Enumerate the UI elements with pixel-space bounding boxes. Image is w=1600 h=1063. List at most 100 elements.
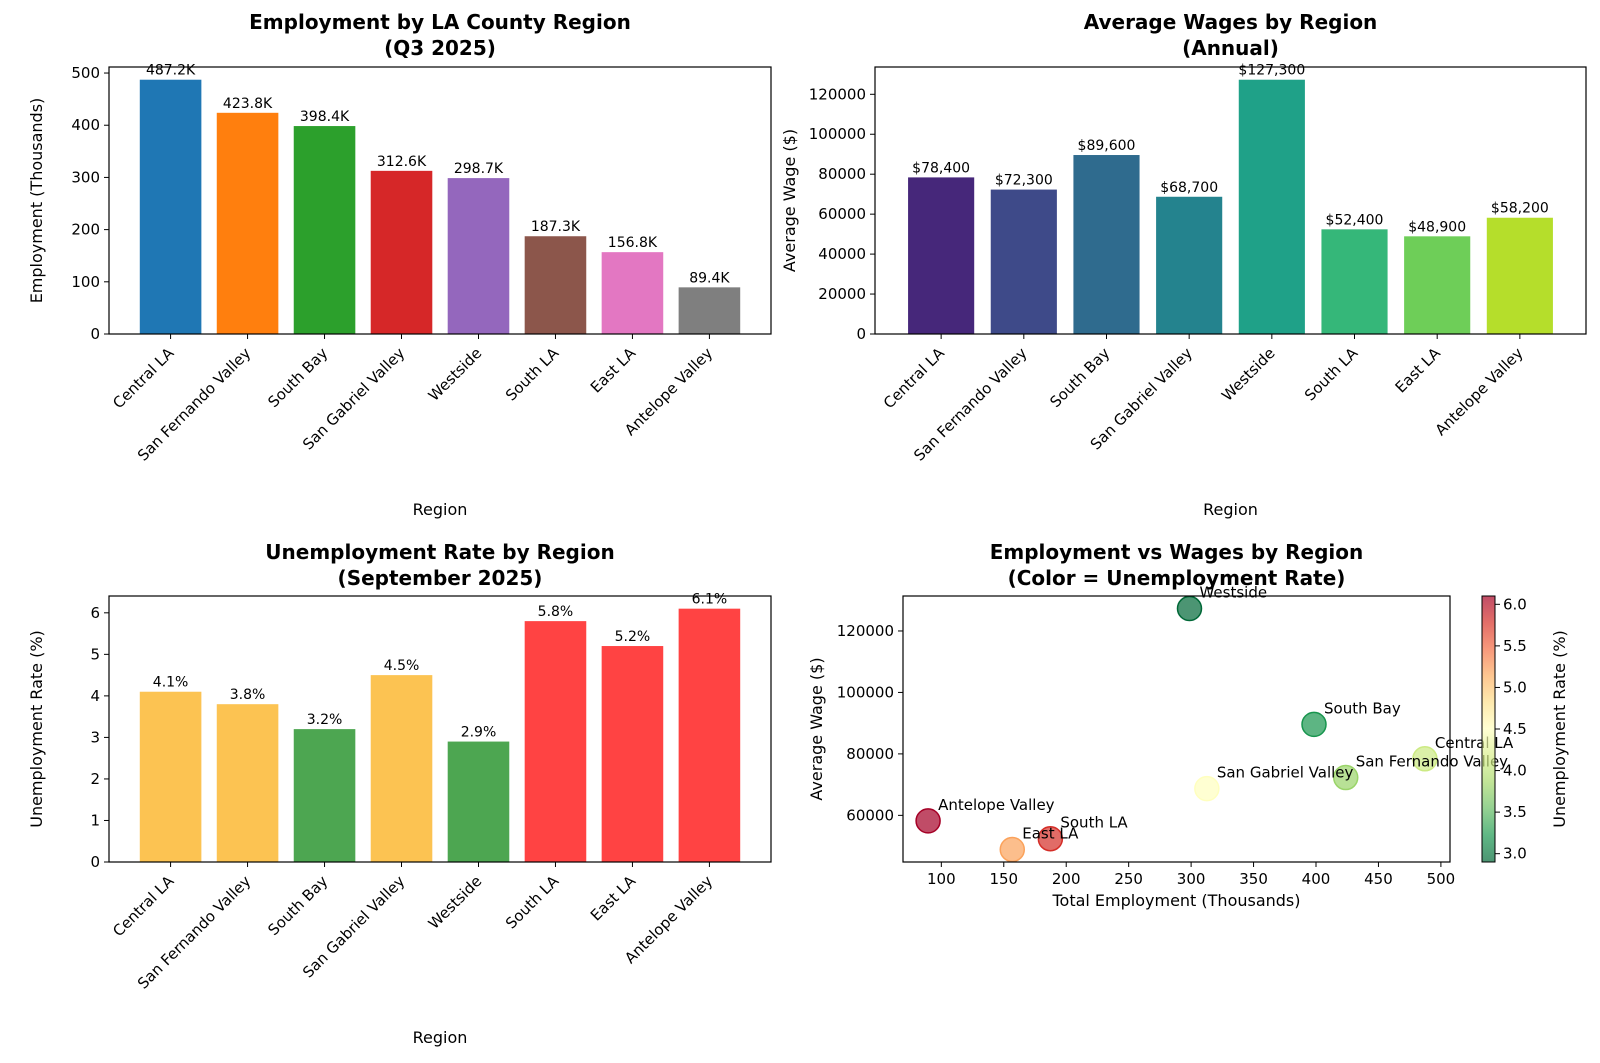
unemployment-y-tick-label: 6 [90, 604, 100, 622]
scatter-x-tick-label: 400 [1302, 870, 1331, 888]
unemployment-title-line-2: (September 2025) [338, 566, 543, 590]
scatter-point [999, 836, 1026, 863]
employment-title-line-1: Employment by LA County Region [249, 10, 631, 34]
scatter-x-tick-label: 300 [1177, 870, 1206, 888]
employment-y-tick-label: 200 [71, 221, 100, 239]
wages-bar [990, 189, 1057, 334]
employment-data-label: 312.6K [377, 154, 427, 170]
scatter-point [1412, 746, 1438, 772]
scatter-x-tick-label: 500 [1427, 870, 1456, 888]
unemployment-data-label: 4.5% [384, 658, 420, 674]
wages-y-tick-label: 100000 [809, 125, 866, 143]
employment-x-axis-label: Region [413, 500, 468, 519]
employment-y-tick-label: 300 [71, 168, 100, 186]
wages-bar [1238, 79, 1305, 334]
employment-data-label: 89.4K [689, 270, 730, 286]
wages-data-label: $72,300 [995, 173, 1053, 189]
scatter-x-tick-label: 100 [927, 870, 956, 888]
wages-data-label: $89,600 [1078, 138, 1136, 154]
scatter-point-label: San Fernando Valley [1356, 753, 1508, 771]
employment-x-tick-label: South LA [502, 344, 563, 405]
wages-title-line-1: Average Wages by Region [1084, 10, 1378, 34]
colorbar-tick-label: 3.5 [1503, 803, 1527, 821]
scatter-x-axis-label: Total Employment (Thousands) [1051, 891, 1300, 910]
employment-y-axis-label: Employment (Thousands) [27, 98, 46, 304]
wages-data-label: $68,700 [1160, 180, 1218, 196]
unemployment-x-tick-label: Central LA [109, 872, 178, 941]
scatter-x-tick-label: 200 [1052, 870, 1081, 888]
employment-bar [447, 178, 510, 334]
employment-data-label: 298.7K [454, 161, 504, 177]
employment-bar [678, 287, 741, 334]
scatter-y-tick-label: 120000 [837, 622, 894, 640]
wages-bar [908, 177, 975, 334]
unemployment-x-tick-label: Westside [425, 872, 486, 933]
scatter-axes-frame [902, 595, 1451, 863]
scatter-point-label: South Bay [1324, 699, 1401, 717]
wages-bar [1156, 196, 1223, 334]
employment-data-label: 398.4K [300, 109, 350, 125]
scatter-y-tick-label: 80000 [846, 745, 894, 763]
employment-bar [370, 170, 433, 334]
employment-data-label: 423.8K [223, 96, 273, 112]
employment-bar [139, 79, 202, 334]
wages-y-tick-label: 0 [856, 325, 866, 343]
unemployment-x-tick-label: East LA [587, 872, 640, 925]
scatter-y-axis-label: Average Wage ($) [807, 657, 826, 800]
colorbar-label: Unemployment Rate (%) [1550, 630, 1569, 828]
scatter-point-label: San Gabriel Valley [1217, 764, 1354, 782]
employment-bar [524, 236, 587, 334]
wages-x-tick-label: Antelope Valley [1432, 344, 1527, 439]
unemployment-data-label: 6.1% [692, 592, 728, 608]
employment-title-line-2: (Q3 2025) [384, 36, 496, 60]
wages-bar [1486, 217, 1553, 334]
employment-data-label: 156.8K [608, 235, 658, 251]
wages-x-tick-label: Central LA [880, 344, 949, 413]
scatter-point [1194, 775, 1220, 802]
wages-data-label: $127,300 [1238, 63, 1305, 79]
scatter-point [1332, 764, 1359, 791]
unemployment-x-axis-label: Region [413, 1028, 468, 1047]
colorbar-tick-label: 6.0 [1503, 595, 1527, 613]
unemployment-y-tick-label: 0 [90, 853, 100, 871]
scatter-x-tick-label: 450 [1364, 870, 1393, 888]
employment-axes-frame [108, 66, 772, 335]
unemployment-data-label: 3.2% [307, 712, 343, 728]
colorbar: 3.0 3.5 4.0 4.5 5.0 5.5 6.0 Unemployment Rate (… [1481, 595, 1569, 863]
scatter-point-label: Antelope Valley [938, 796, 1055, 814]
unemployment-bar [447, 741, 510, 862]
unemployment-axes-frame [108, 595, 772, 863]
unemployment-bar [293, 729, 356, 862]
wages-data-label: $78,400 [912, 160, 970, 176]
scatter-title-line-1: Employment vs Wages by Region [990, 540, 1364, 564]
unemployment-bar [216, 704, 279, 862]
unemployment-bar [524, 621, 587, 862]
scatter-x-tick-label: 150 [989, 870, 1018, 888]
colorbar-tick-label: 4.0 [1503, 762, 1527, 780]
scatter-point [1037, 825, 1064, 852]
wages-bar [1321, 229, 1388, 334]
colorbar-tick-label: 5.0 [1503, 678, 1527, 696]
colorbar-gradient [1482, 596, 1495, 862]
scatter-point-label: East LA [1022, 824, 1079, 842]
wages-x-tick-label: South Bay [1046, 344, 1113, 411]
unemployment-y-tick-label: 5 [90, 645, 100, 663]
colorbar-tick-label: 4.5 [1503, 720, 1527, 738]
wages-data-label: $48,900 [1408, 219, 1466, 235]
scatter-x-tick-label: 250 [1114, 870, 1143, 888]
employment-x-tick-label: East LA [587, 344, 640, 397]
employment-x-tick-label: Westside [425, 344, 486, 405]
employment-y-tick-label: 400 [71, 116, 100, 134]
unemployment-y-axis-label: Unemployment Rate (%) [27, 630, 46, 828]
wages-y-tick-label: 80000 [818, 165, 866, 183]
employment-x-tick-label: South Bay [264, 344, 331, 411]
scatter-point [1301, 711, 1327, 738]
unemployment-data-label: 5.2% [615, 629, 651, 645]
scatter-point [1176, 595, 1203, 622]
wages-x-tick-label: Westside [1218, 344, 1279, 405]
wages-title-line-2: (Annual) [1182, 36, 1279, 60]
unemployment-x-tick-label: South Bay [264, 872, 331, 939]
unemployment-data-label: 3.8% [230, 687, 266, 703]
wages-y-tick-label: 120000 [809, 85, 866, 103]
